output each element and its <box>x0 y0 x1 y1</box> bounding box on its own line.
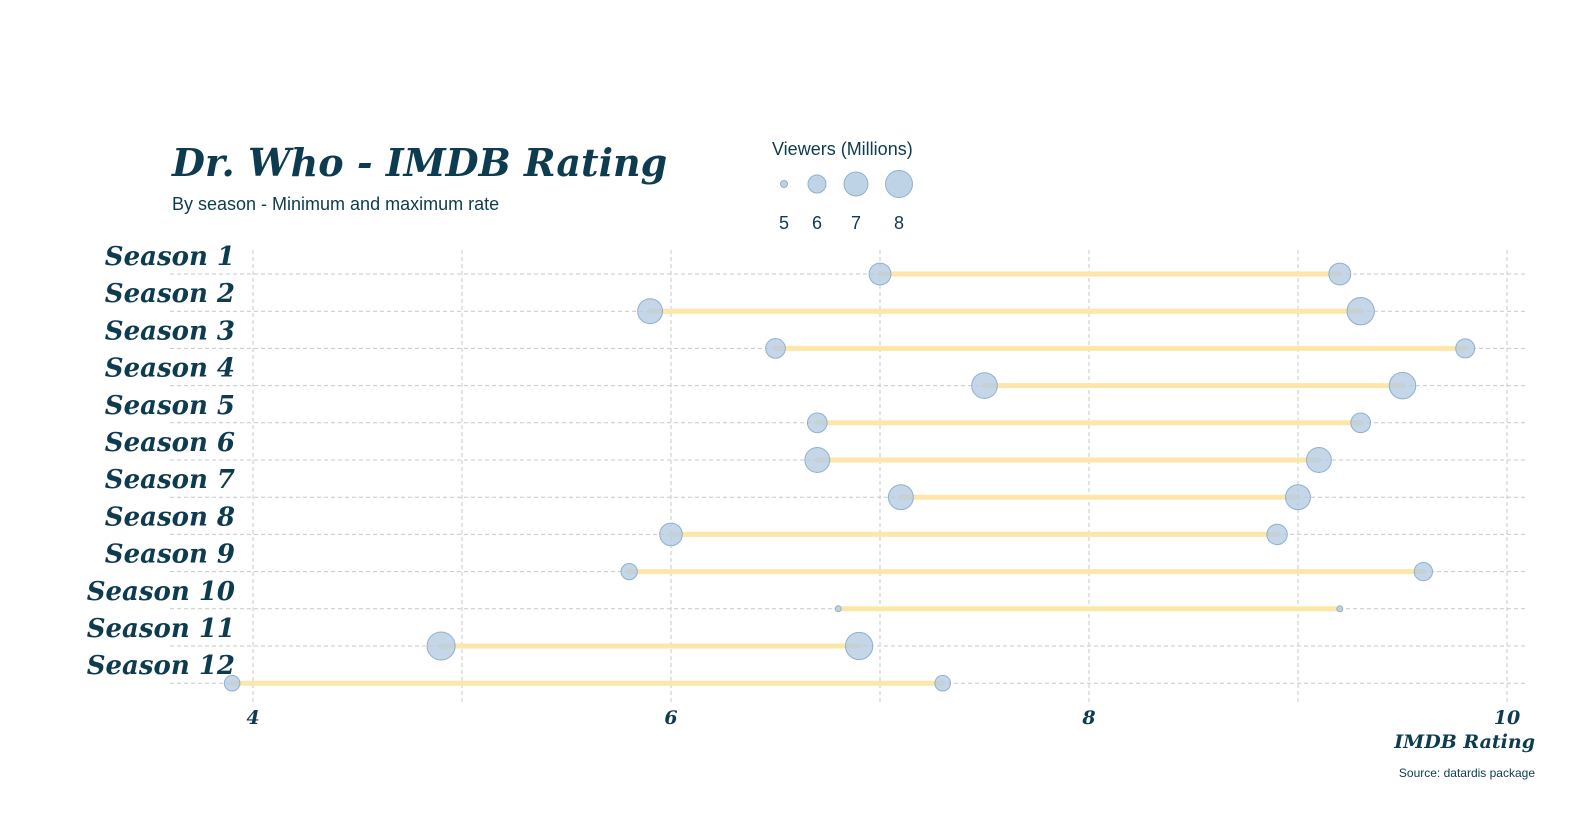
min-rating-point <box>834 605 842 613</box>
max-rating-point <box>1266 523 1288 546</box>
season-label: Season 9 <box>105 540 235 570</box>
x-axis-label: IMDB Rating <box>1393 731 1535 753</box>
season-label: Season 1 <box>105 242 235 272</box>
season-label: Season 7 <box>105 465 235 495</box>
max-rating-point <box>1455 338 1476 359</box>
legend-size-swatch <box>780 180 788 188</box>
min-rating-point <box>887 484 914 511</box>
min-rating-point <box>637 298 664 325</box>
season-label: Season 5 <box>105 391 235 421</box>
legend-size-swatch <box>843 171 869 197</box>
x-tick-label: 8 <box>1081 707 1095 729</box>
size-legend: Viewers (Millions) 5 6 7 8 <box>772 139 913 233</box>
x-tick-label: 10 <box>1494 707 1520 729</box>
legend-size-label: 5 <box>779 213 789 233</box>
legend-size-label: 6 <box>812 213 822 233</box>
max-rating-point <box>934 674 952 692</box>
min-rating-point <box>806 412 828 434</box>
min-rating-point <box>804 447 831 473</box>
min-rating-point <box>223 674 241 692</box>
max-rating-point <box>844 631 874 661</box>
y-axis-labels: Season 1 Season 2 Season 3 Season 4 Season 5… <box>87 242 235 681</box>
legend-size-swatch <box>885 170 913 198</box>
min-rating-point <box>971 372 998 399</box>
source-note: Source: datardis package <box>1399 766 1535 780</box>
max-rating-point <box>1336 605 1344 613</box>
max-rating-point <box>1350 412 1372 434</box>
season-label: Season 10 <box>87 577 235 607</box>
chart-subtitle: By season - Minimum and maximum rate <box>172 194 499 214</box>
season-label: Season 12 <box>87 651 235 681</box>
season-label: Season 11 <box>87 614 235 644</box>
legend-size-label: 7 <box>851 213 861 233</box>
chart-title: Dr. Who - IMDB Rating <box>171 140 667 185</box>
min-rating-point <box>426 631 456 661</box>
season-label: Season 8 <box>105 502 235 532</box>
min-rating-point <box>765 338 786 359</box>
max-rating-point <box>1346 297 1375 326</box>
season-label: Season 3 <box>105 316 235 346</box>
min-rating-point <box>659 522 683 547</box>
chart-marks <box>223 262 1476 692</box>
x-tick-label: 4 <box>246 707 259 729</box>
season-label: Season 4 <box>105 354 235 384</box>
max-rating-point <box>1328 262 1352 286</box>
max-rating-point <box>1285 484 1311 511</box>
season-label: Season 2 <box>105 279 235 309</box>
min-rating-point <box>620 562 638 581</box>
legend-size-swatch <box>807 174 827 194</box>
x-tick-label: 6 <box>664 707 677 729</box>
x-axis-ticks: 4 6 8 10 <box>246 707 1520 729</box>
min-rating-point <box>868 262 892 286</box>
max-rating-point <box>1388 371 1417 400</box>
legend-title: Viewers (Millions) <box>772 139 913 159</box>
max-rating-point <box>1305 447 1332 473</box>
legend-size-label: 8 <box>894 213 904 233</box>
max-rating-point <box>1413 561 1434 582</box>
season-label: Season 6 <box>105 428 235 458</box>
